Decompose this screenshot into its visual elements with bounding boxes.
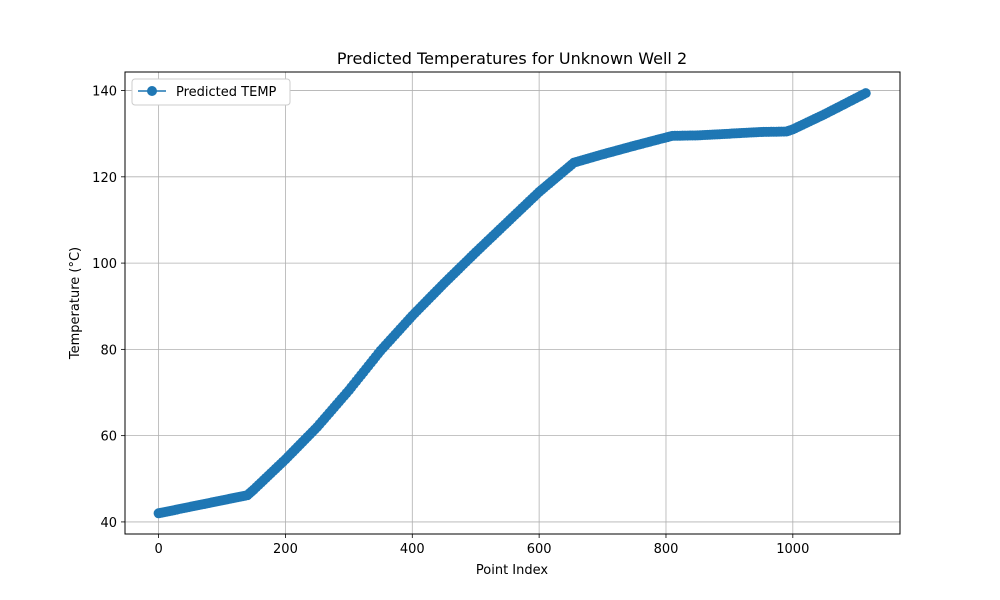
y-tick-label: 80 [100, 343, 117, 358]
axis-ticks: 0 200 400 600 800 1000 40 60 80 100 120 140 [92, 85, 809, 557]
y-tick-label: 120 [92, 171, 117, 186]
legend: Predicted TEMP [131, 78, 291, 106]
x-tick-label: 400 [400, 542, 425, 557]
y-tick-label: 40 [100, 516, 117, 531]
x-tick-label: 200 [273, 542, 298, 557]
x-tick-label: 600 [527, 542, 552, 557]
grid [125, 72, 900, 534]
plot-series [153, 88, 871, 519]
x-tick-label: 800 [654, 542, 679, 557]
y-tick-label: 60 [100, 430, 117, 445]
legend-label: Predicted TEMP [176, 85, 277, 100]
x-tick-label: 1000 [776, 542, 809, 557]
legend-marker [147, 86, 157, 96]
legend-box [131, 78, 291, 106]
y-tick-label: 140 [92, 85, 117, 100]
plot-frame [124, 71, 901, 535]
y-axis-label: Temperature (°C) [68, 247, 83, 360]
chart-title: Predicted Temperatures for Unknown Well … [337, 49, 687, 68]
x-tick-label: 0 [154, 542, 162, 557]
data-point [860, 88, 871, 99]
y-tick-label: 100 [92, 257, 117, 272]
x-axis-label: Point Index [476, 563, 549, 578]
